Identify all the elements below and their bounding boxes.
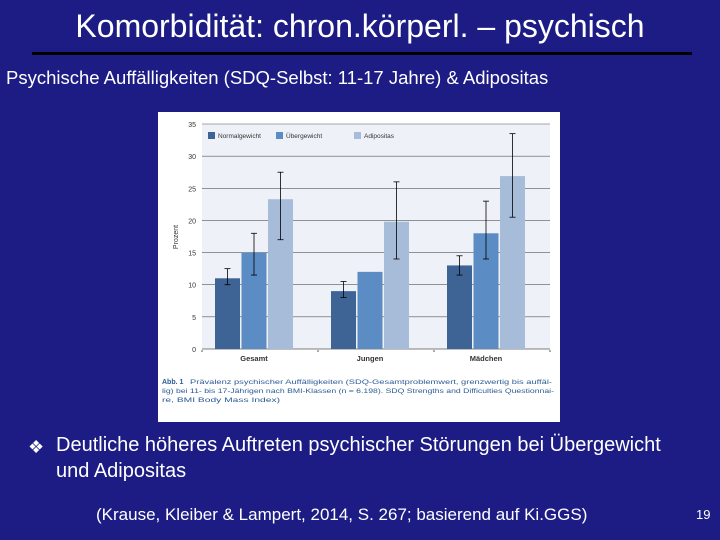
bar (331, 291, 356, 349)
y-tick-label: 25 (188, 186, 196, 193)
y-tick-label: 35 (188, 122, 196, 129)
slide-subtitle: Psychische Auffälligkeiten (SDQ-Selbst: … (6, 67, 549, 88)
legend-label: Übergewicht (286, 132, 322, 140)
bar-chart: 0 5 10 15 20 25 30 35 Prozent Gesamt Jungen Mädchen… (162, 122, 554, 404)
y-tick-label: 5 (192, 315, 196, 322)
legend-swatch (276, 132, 283, 139)
y-tick-label: 10 (188, 283, 196, 290)
chart-figure: 0 5 10 15 20 25 30 35 Prozent Gesamt Jungen Mädchen… (158, 112, 560, 422)
y-tick-label: 0 (192, 347, 196, 354)
legend-label: Normalgewicht (218, 133, 261, 140)
y-axis-label: Prozent (173, 225, 180, 249)
bullet-diamond-icon: ❖ (28, 437, 45, 457)
bar (447, 265, 472, 349)
x-tick-label: Jungen (357, 354, 384, 363)
figure-caption-label: Abb. 1 (162, 379, 183, 386)
y-tick-label: 20 (188, 218, 196, 225)
title-divider (32, 52, 692, 55)
legend-swatch (208, 132, 215, 139)
figure-caption-line: lig) bei 11- bis 17-Jährigen nach BMI-Kl… (162, 388, 554, 395)
legend-swatch (354, 132, 361, 139)
bar (357, 271, 383, 349)
figure-caption-line: re, BMI Body Mass Index) (162, 397, 280, 404)
bullet-text: Deutliche höheres Auftreten psychischer … (56, 434, 661, 482)
bar (215, 278, 240, 349)
x-tick-label: Mädchen (470, 354, 503, 363)
legend-label: Adipositas (364, 133, 395, 140)
y-tick-label: 30 (188, 154, 196, 161)
source-citation: (Krause, Kleiber & Lampert, 2014, S. 267… (96, 505, 588, 524)
page-number: 19 (696, 507, 711, 522)
x-tick-label: Gesamt (240, 354, 268, 363)
y-tick-label: 15 (188, 251, 196, 258)
slide-title: Komorbidität: chron.körperl. – psychisch (75, 8, 645, 44)
figure-caption-line: Prävalenz psychischer Auffälligkeiten (S… (190, 379, 552, 386)
